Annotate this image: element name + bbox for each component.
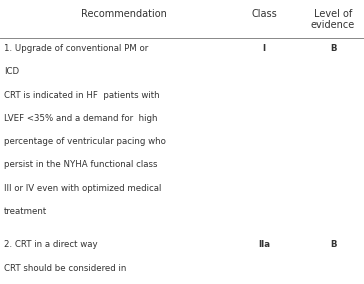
Text: I: I	[262, 44, 265, 53]
Text: Class: Class	[251, 9, 277, 18]
Text: B: B	[330, 240, 336, 249]
Text: CRT is indicated in HF  patients with: CRT is indicated in HF patients with	[4, 91, 159, 100]
Text: LVEF <35% and a demand for  high: LVEF <35% and a demand for high	[4, 114, 157, 123]
Text: 2. CRT in a direct way: 2. CRT in a direct way	[4, 240, 97, 249]
Text: III or IV even with optimized medical: III or IV even with optimized medical	[4, 184, 161, 193]
Text: Level of
evidence: Level of evidence	[311, 9, 355, 30]
Text: percentage of ventricular pacing who: percentage of ventricular pacing who	[4, 137, 166, 146]
Text: B: B	[330, 44, 336, 53]
Text: Recommendation: Recommendation	[81, 9, 167, 18]
Text: 1. Upgrade of conventional PM or: 1. Upgrade of conventional PM or	[4, 44, 148, 53]
Text: persist in the NYHA functional class: persist in the NYHA functional class	[4, 160, 157, 170]
Text: ICD: ICD	[4, 67, 19, 76]
Text: CRT should be considered in: CRT should be considered in	[4, 264, 126, 273]
Text: treatment: treatment	[4, 207, 47, 216]
Text: IIa: IIa	[258, 240, 270, 249]
